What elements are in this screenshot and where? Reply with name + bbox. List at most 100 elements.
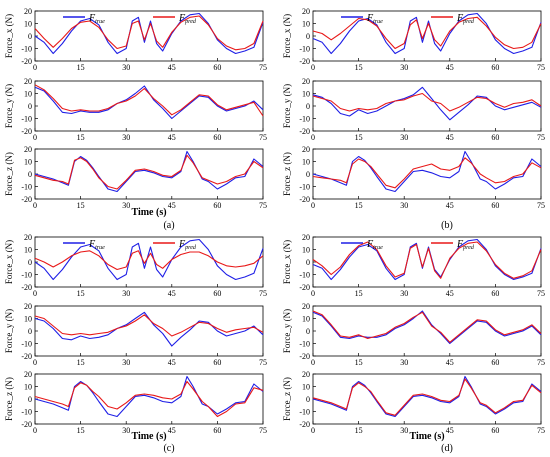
x-tick-label: 75: [259, 63, 267, 72]
y-tick-label: -20: [299, 420, 310, 429]
y-tick-label: 20: [302, 7, 310, 16]
y-tick-label: -20: [21, 195, 32, 204]
y-tick-label: 0: [306, 327, 310, 336]
x-tick-label: 45: [168, 358, 176, 367]
force-y-ylabel: Force_y (N): [282, 84, 292, 128]
axes-frame: [34, 80, 264, 132]
x-tick-label: 30: [400, 133, 408, 142]
legend-ftrue-subscript: true: [373, 19, 383, 25]
y-tick-label: -10: [299, 183, 310, 192]
legend-ftrue-subscript: true: [95, 245, 105, 251]
x-tick-label: 60: [491, 133, 499, 142]
x-tick-label: 0: [33, 201, 37, 210]
x-tick-label: 15: [355, 201, 363, 210]
x-tick-label: 45: [168, 201, 176, 210]
x-tick-label: 45: [168, 289, 176, 298]
series-fpred-line: [34, 314, 264, 337]
x-tick-label: 45: [168, 426, 176, 435]
y-tick-label: 0: [28, 32, 32, 41]
series-fpred-line: [312, 16, 542, 50]
y-tick-label: 20: [24, 302, 32, 311]
series-ftrue-line: [312, 86, 542, 121]
x-tick-label: 0: [311, 63, 315, 72]
time-xlabel: Time (s): [131, 431, 166, 442]
x-tick-label: 60: [213, 426, 221, 435]
x-tick-label: 15: [355, 358, 363, 367]
x-tick-label: 15: [77, 201, 85, 210]
series-fpred-line: [34, 154, 264, 190]
y-tick-label: 20: [302, 233, 310, 242]
axes-frame: [34, 373, 264, 425]
x-tick-label: 45: [446, 289, 454, 298]
y-tick-label: -10: [299, 45, 310, 54]
force-z-ylabel: Force_z (N): [282, 377, 292, 421]
y-tick-label: 0: [306, 395, 310, 404]
series-fpred-line: [312, 310, 542, 343]
series-fpred-line: [34, 15, 264, 51]
x-tick-label: 45: [446, 426, 454, 435]
x-tick-label: 60: [213, 133, 221, 142]
y-tick-label: -10: [21, 45, 32, 54]
y-tick-label: 0: [28, 170, 32, 179]
y-tick-label: -10: [299, 340, 310, 349]
x-tick-label: 15: [77, 289, 85, 298]
x-tick-label: 0: [311, 358, 315, 367]
y-tick-label: -20: [299, 127, 310, 136]
y-tick-label: 10: [24, 315, 32, 324]
axes-frame: [312, 148, 542, 200]
y-tick-label: -20: [21, 57, 32, 66]
panel-label: (c): [163, 443, 174, 454]
y-tick-label: 0: [28, 395, 32, 404]
y-tick-label: -20: [21, 420, 32, 429]
series-ftrue-line: [312, 310, 542, 345]
y-tick-label: 0: [28, 327, 32, 336]
time-xlabel: Time (s): [131, 207, 166, 218]
series-fpred-line: [312, 157, 542, 189]
axes-frame: [312, 373, 542, 425]
y-tick-label: 10: [302, 246, 310, 255]
legend: Ftrue Fpred: [63, 13, 197, 25]
y-tick-label: -20: [299, 195, 310, 204]
x-tick-label: 60: [491, 358, 499, 367]
x-tick-label: 0: [33, 426, 37, 435]
x-tick-label: 30: [400, 426, 408, 435]
series-ftrue-line: [312, 238, 542, 281]
x-tick-label: 60: [213, 201, 221, 210]
x-tick-label: 30: [122, 201, 130, 210]
x-tick-label: 60: [213, 358, 221, 367]
force-x-ylabel: Force_x (N): [282, 14, 292, 58]
y-tick-label: 10: [302, 20, 310, 29]
y-tick-label: -10: [21, 271, 32, 280]
series-ftrue-line: [34, 150, 264, 193]
axes-frame: [34, 236, 264, 288]
x-tick-label: 60: [491, 289, 499, 298]
force-y-ylabel: Force_y (N): [4, 84, 14, 128]
x-tick-label: 15: [355, 289, 363, 298]
y-tick-label: -10: [299, 408, 310, 417]
y-tick-label: 0: [306, 32, 310, 41]
y-tick-label: 20: [24, 370, 32, 379]
x-tick-label: 45: [168, 63, 176, 72]
legend-fpred-label: Fpred: [456, 13, 475, 25]
y-tick-label: -10: [21, 408, 32, 417]
x-tick-label: 0: [33, 133, 37, 142]
x-tick-label: 75: [259, 133, 267, 142]
series-fpred-line: [34, 250, 264, 271]
axes-frame: [312, 10, 542, 62]
x-tick-label: 60: [491, 63, 499, 72]
series-ftrue-line: [34, 238, 264, 281]
force-y-ylabel: Force_y (N): [282, 309, 292, 353]
x-tick-label: 30: [400, 289, 408, 298]
x-tick-label: 75: [259, 358, 267, 367]
y-tick-label: 20: [302, 370, 310, 379]
legend-fpred-subscript: pred: [462, 19, 475, 25]
